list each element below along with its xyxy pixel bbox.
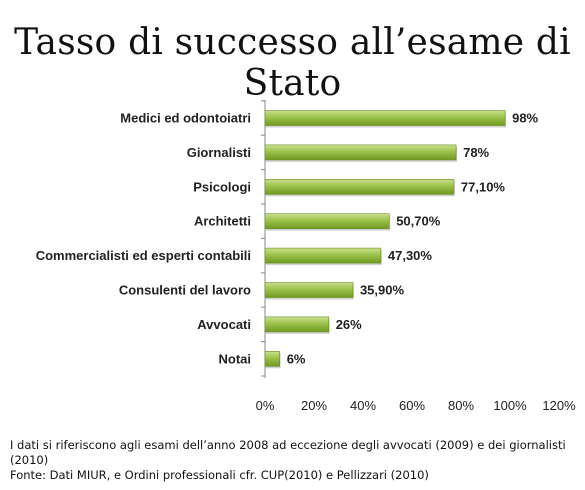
category-label: Giornalisti	[187, 145, 251, 160]
bar	[264, 282, 354, 298]
x-tick-label: 100%	[493, 398, 527, 413]
x-tick-label: 80%	[448, 398, 474, 413]
footnote-data-note: I dati si riferiscono agli esami dell’an…	[10, 438, 566, 467]
category-label: Commercialisti ed esperti contabili	[36, 248, 251, 263]
chart-title: Tasso di successo all’esame di Stato	[14, 22, 571, 104]
bar	[264, 316, 330, 333]
bar	[264, 110, 506, 126]
x-tick-label: 60%	[399, 398, 425, 413]
category-label: Avvocati	[197, 317, 251, 332]
category-label: Consulenti del lavoro	[119, 283, 251, 298]
x-tick-label: 120%	[542, 398, 576, 413]
bar	[264, 144, 457, 161]
data-label: 78%	[463, 145, 489, 160]
data-label: 47,30%	[388, 248, 433, 263]
data-label: 6%	[287, 351, 306, 366]
x-tick-label: 40%	[350, 398, 376, 413]
data-label: 98%	[512, 111, 538, 126]
bar	[264, 350, 280, 367]
footnote-source: Fonte: Dati MIUR, e Ordini professionali…	[10, 468, 429, 482]
category-label: Notai	[219, 351, 252, 366]
x-tick-label: 20%	[301, 398, 327, 413]
footnote: I dati si riferiscono agli esami dell’an…	[10, 438, 580, 483]
category-label: Psicologi	[193, 179, 251, 194]
bar	[264, 247, 382, 264]
bar	[264, 179, 455, 195]
category-label: Architetti	[194, 214, 251, 229]
data-label: 50,70%	[396, 214, 441, 229]
category-label: Medici ed odontoiatri	[120, 111, 251, 126]
x-tick-label: 0%	[256, 398, 275, 413]
data-label: 77,10%	[461, 179, 506, 194]
bar	[264, 213, 390, 229]
data-label: 26%	[336, 317, 362, 332]
data-label: 35,90%	[360, 283, 405, 298]
